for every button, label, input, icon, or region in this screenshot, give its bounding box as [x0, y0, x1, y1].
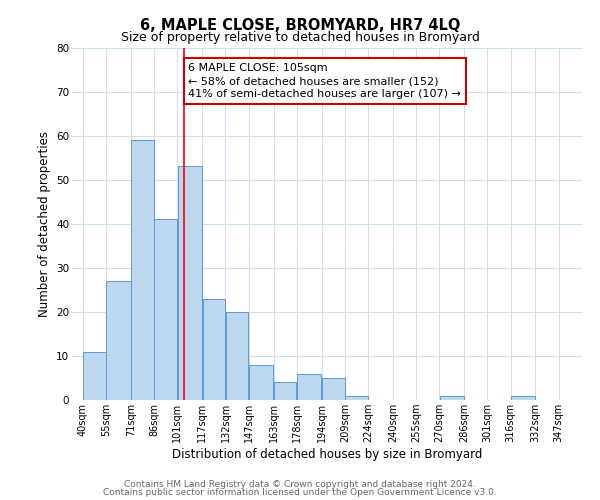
Bar — [511, 396, 535, 400]
Text: Contains public sector information licensed under the Open Government Licence v3: Contains public sector information licen… — [103, 488, 497, 497]
Bar — [249, 365, 273, 400]
Text: Size of property relative to detached houses in Bromyard: Size of property relative to detached ho… — [121, 31, 479, 44]
Text: 6, MAPLE CLOSE, BROMYARD, HR7 4LQ: 6, MAPLE CLOSE, BROMYARD, HR7 4LQ — [140, 18, 460, 32]
Text: 6 MAPLE CLOSE: 105sqm
← 58% of detached houses are smaller (152)
41% of semi-det: 6 MAPLE CLOSE: 105sqm ← 58% of detached … — [188, 63, 461, 100]
Bar — [345, 396, 368, 400]
Bar — [297, 374, 321, 400]
Bar — [106, 281, 131, 400]
X-axis label: Distribution of detached houses by size in Bromyard: Distribution of detached houses by size … — [172, 448, 482, 461]
Text: Contains HM Land Registry data © Crown copyright and database right 2024.: Contains HM Land Registry data © Crown c… — [124, 480, 476, 489]
Bar — [274, 382, 296, 400]
Bar — [440, 396, 464, 400]
Bar — [154, 220, 177, 400]
Bar — [83, 352, 106, 400]
Bar — [131, 140, 154, 400]
Bar — [322, 378, 344, 400]
Bar — [226, 312, 248, 400]
Bar — [178, 166, 202, 400]
Y-axis label: Number of detached properties: Number of detached properties — [38, 130, 50, 317]
Bar — [203, 298, 225, 400]
